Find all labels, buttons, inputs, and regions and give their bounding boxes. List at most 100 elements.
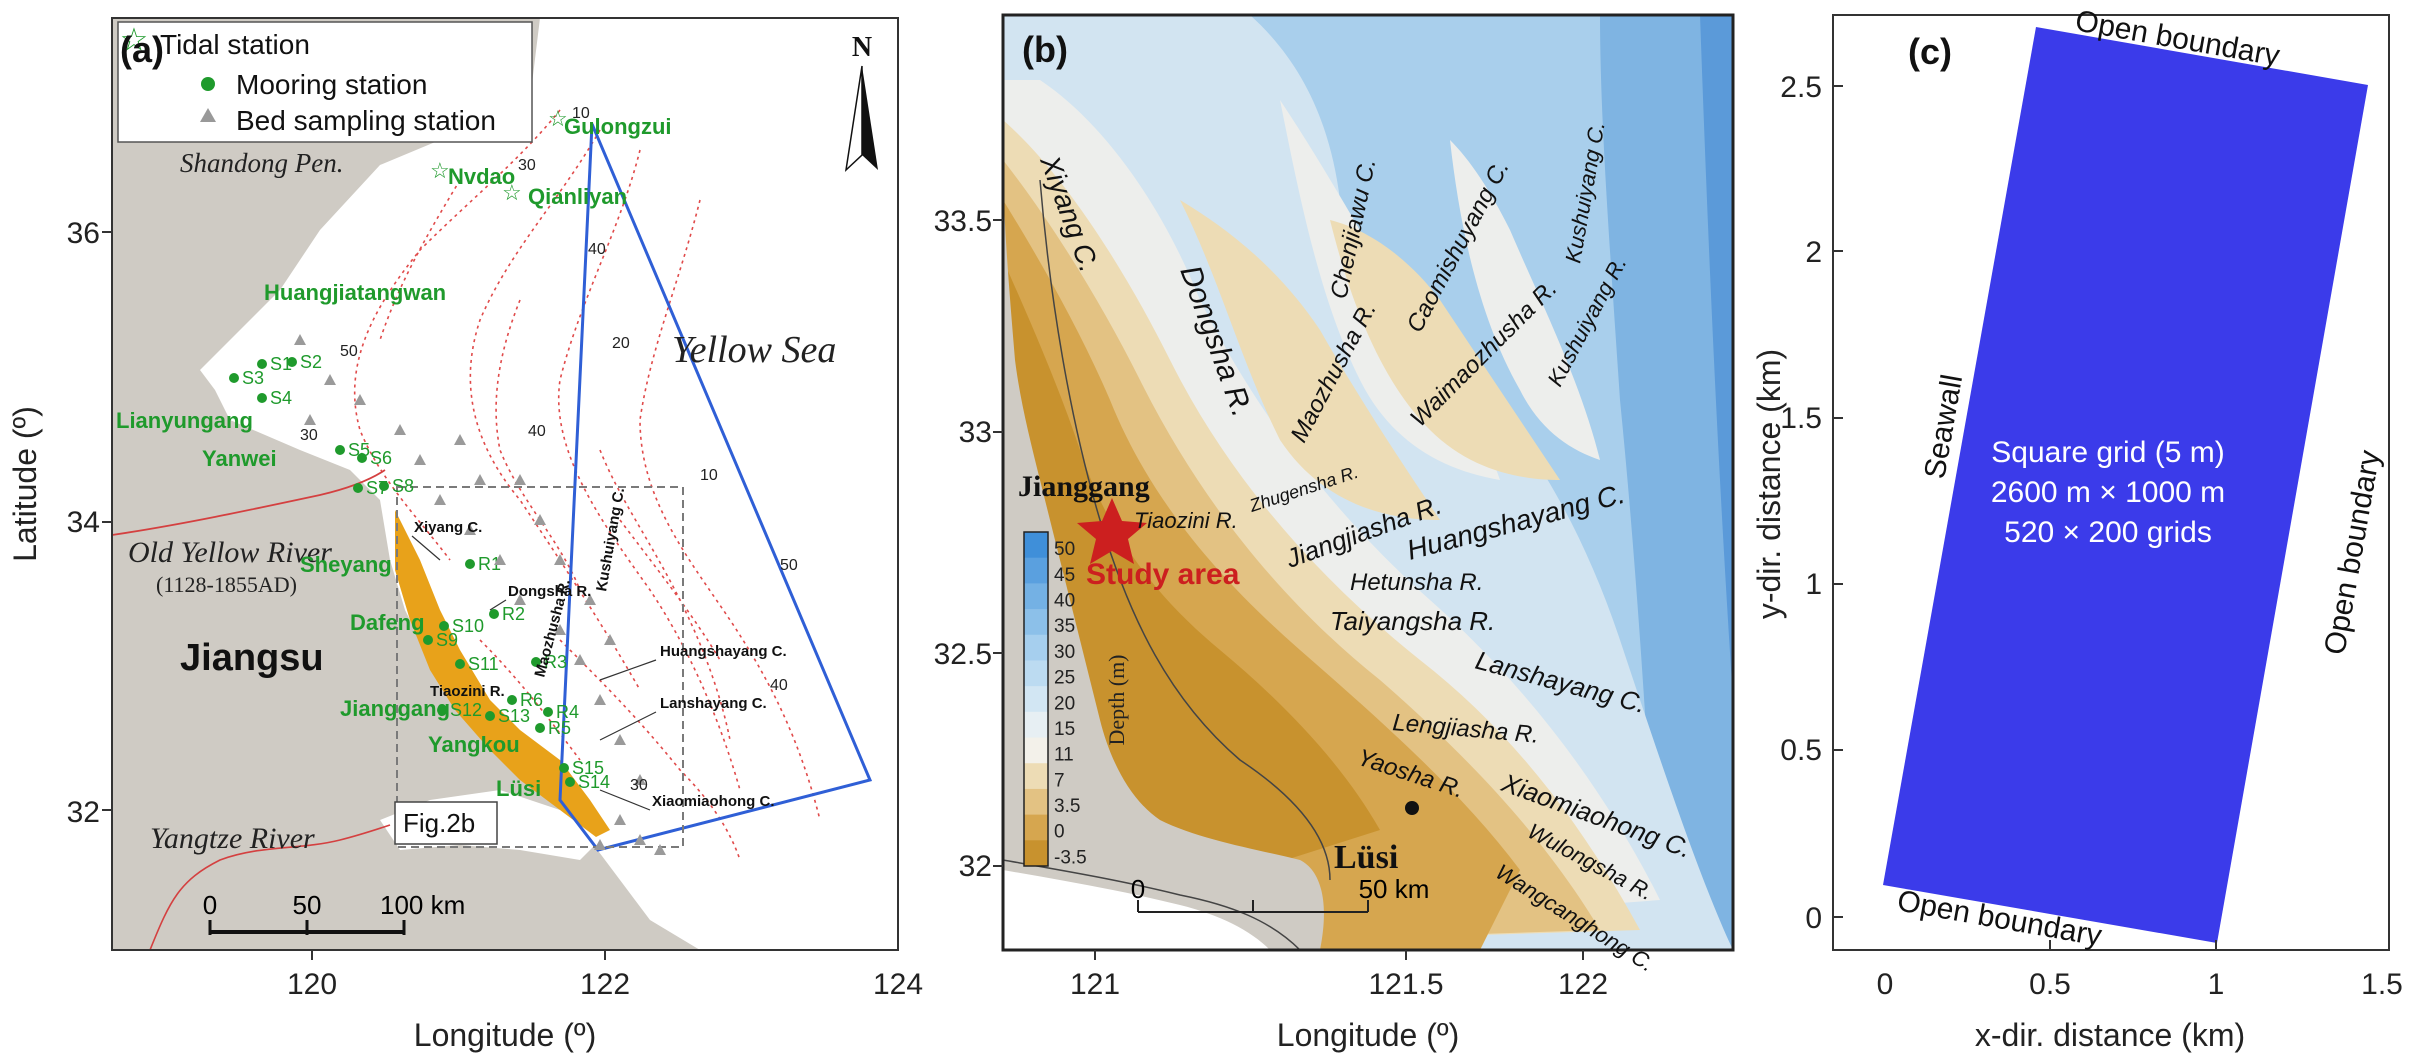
mooring-label: S15 [572, 758, 604, 778]
colorbar-frame [1023, 531, 1049, 867]
c-grid-line-3: 520 × 200 grids [2004, 516, 2212, 549]
colorbar-swatch [1024, 634, 1048, 661]
station-huangjiatangwan: Huangjiatangwan [264, 280, 446, 305]
station-qianliyan: Qianliyan [528, 184, 627, 209]
place-jiangsu: Jiangsu [180, 637, 324, 679]
bed-sample-mark [574, 654, 586, 665]
colorbar-tick: 0 [1054, 822, 1065, 843]
b-tiaozini: Tiaozini R. [1134, 508, 1238, 533]
colorbar-title: Depth (m) [1104, 654, 1129, 745]
mooring-dot [335, 445, 345, 455]
mooring-dot [531, 657, 541, 667]
b-xtick-121-5: 121.5 [1368, 968, 1443, 1001]
station-jianggang: Jianggang [340, 696, 450, 721]
scale-a-50: 50 [293, 890, 322, 920]
a-xtick-122: 122 [580, 968, 630, 1001]
bed-sample-mark [614, 734, 626, 745]
a-xlabel: Longitude (º) [414, 1017, 596, 1053]
c-xtick-0-5: 0.5 [2029, 968, 2071, 1001]
mooring-dot [357, 453, 367, 463]
bed-sample-mark [634, 774, 646, 785]
bed-sample-mark [304, 414, 316, 425]
colorbar-swatch [1024, 583, 1048, 610]
mooring-label: S14 [578, 772, 610, 792]
c-ytick-1-5: 1.5 [1780, 402, 1822, 435]
panel-a: ☆ Tidal station Mooring station Bed samp… [7, 17, 923, 1053]
station-gulongzui: Gulongzui [564, 114, 672, 139]
b-ytick-33: 33 [959, 416, 992, 449]
panel-label-a: (a) [120, 29, 164, 70]
c-xtick-1-5: 1.5 [2361, 968, 2403, 1001]
bed-sample-mark [464, 524, 476, 535]
mooring-label: R3 [544, 652, 567, 672]
colorbar-swatch [1024, 557, 1048, 584]
depth-colorbar: 50 45 40 35 30 25 20 15 11 7 3.5 0 -3.5 [1023, 531, 1087, 868]
mooring-label: S8 [392, 476, 414, 496]
c-grid-line-1: Square grid (5 m) [1991, 436, 2224, 469]
station-yanwei: Yanwei [202, 446, 277, 471]
mooring-label: R1 [478, 554, 501, 574]
mooring-dot [489, 609, 499, 619]
mooring-label: R4 [556, 702, 579, 722]
mooring-label: S11 [468, 654, 499, 674]
a-channel-xiyang: Xiyang C. [414, 519, 482, 536]
mooring-dot [559, 763, 569, 773]
b-xtick-122: 122 [1558, 968, 1608, 1001]
bed-sample-mark [354, 394, 366, 405]
b-hetunsha: Hetunsha R. [1350, 569, 1483, 596]
bed-sample-mark [434, 494, 446, 505]
bed-sample-mark [534, 514, 546, 525]
station-star-icon: ☆ [548, 106, 568, 131]
mooring-label: R5 [548, 718, 571, 738]
bed-sample-mark [394, 424, 406, 435]
a-ylabel: Latitude (º) [7, 406, 43, 562]
mooring-label: S9 [436, 630, 458, 650]
c-ytick-0-5: 0.5 [1780, 734, 1822, 767]
c-ylabel: y-dir. distance (km) [1751, 349, 1787, 619]
place-shandong: Shandong Pen. [180, 148, 343, 178]
station-star-icon: ☆ [430, 158, 450, 183]
bed-sample-mark [654, 844, 666, 855]
bed-sample-mark [324, 374, 336, 385]
colorbar-swatch [1024, 609, 1048, 636]
colorbar-swatch [1024, 532, 1048, 559]
bed-sample-mark [514, 474, 526, 485]
fig2b-label: Fig.2b [403, 808, 475, 838]
svg-text:N: N [852, 32, 872, 63]
mooring-label: R6 [520, 690, 543, 710]
old-yellow-river-line [112, 469, 386, 536]
land-b [1003, 15, 1324, 950]
contour-label: 50 [780, 557, 798, 574]
mooring-dot [543, 707, 553, 717]
scale-a-100: 100 km [380, 890, 465, 920]
colorbar-tick: 30 [1054, 642, 1075, 663]
b-taiyangsha: Taiyangsha R. [1330, 606, 1495, 636]
colorbar-tick: 25 [1054, 668, 1075, 689]
mooring-dot [465, 559, 475, 569]
a-xtick-120: 120 [287, 968, 337, 1001]
colorbar-swatch [1024, 763, 1048, 790]
bed-sample-mark [634, 834, 646, 845]
b-study-area: Study area [1086, 558, 1240, 591]
colorbar-swatch [1024, 840, 1048, 867]
b-jianggang: Jianggang [1018, 470, 1150, 503]
mooring-dot [379, 481, 389, 491]
legend-mooring: Mooring station [236, 69, 427, 100]
tidal-flat [395, 510, 610, 840]
mooring-label: R2 [502, 604, 525, 624]
legend-tidal: Tidal station [160, 29, 310, 60]
mooring-dot [507, 695, 517, 705]
contour-label: 30 [300, 427, 318, 444]
c-xlabel: x-dir. distance (km) [1975, 1017, 2245, 1053]
colorbar-swatch [1024, 686, 1048, 713]
contour-label: 30 [518, 157, 536, 174]
mooring-dot [353, 483, 363, 493]
mooring-dot [437, 705, 447, 715]
lusi-point [1405, 801, 1419, 815]
colorbar-tick: 15 [1054, 719, 1075, 740]
panel-b: (b) 50 45 40 35 30 25 20 15 11 7 3.5 0 -3.5 Depth (m… [934, 13, 1735, 1053]
bed-sample-mark [474, 474, 486, 485]
place-old-yellow-river: Old Yellow River [128, 536, 332, 569]
mooring-dot [229, 373, 239, 383]
